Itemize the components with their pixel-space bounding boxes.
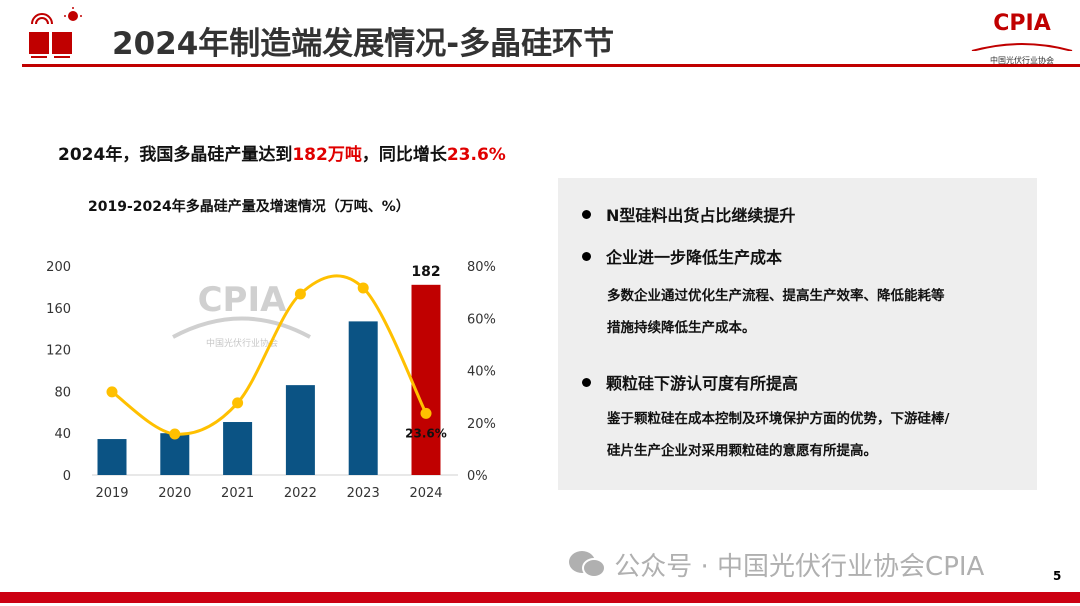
- y2-tick-label: 80%: [467, 260, 496, 275]
- growth-point-2020: [169, 428, 181, 440]
- bullet-dot-icon: [582, 210, 591, 219]
- header-divider: [22, 64, 1080, 67]
- bullet-line: 多数企业通过优化生产流程、提高生产效率、降低能耗等: [607, 288, 945, 304]
- watermark-subtitle: 中国光伏行业协会: [206, 337, 278, 349]
- bar-2021: [223, 422, 253, 475]
- bar-2022: [285, 385, 315, 475]
- y-tick-label: 120: [46, 344, 71, 359]
- bullet-2-text: 多数企业通过优化生产流程、提高生产效率、降低能耗等 措施持续降低生产成本。: [607, 280, 945, 344]
- x-tick-label: 2019: [95, 486, 128, 501]
- growth-point-2023: [357, 282, 369, 294]
- y2-tick-label: 20%: [467, 417, 496, 432]
- watermark-text: 公众号 · 中国光伏行业协会CPIA: [614, 552, 985, 582]
- x-tick-label: 2020: [158, 486, 191, 501]
- footer-watermark: 公众号 · 中国光伏行业协会CPIA: [568, 546, 984, 586]
- logo-arc-icon: [971, 43, 1073, 52]
- summary-middle: ，同比增长: [361, 145, 447, 165]
- bullet-1: N型硅料出货占比继续提升: [582, 202, 795, 226]
- y2-tick-label: 0%: [467, 469, 488, 484]
- summary-growth: 23.6%: [446, 145, 506, 165]
- summary-text: 2024年，我国多晶硅产量达到182万吨，同比增长23.6%: [58, 140, 506, 165]
- y-tick-label: 160: [46, 302, 71, 317]
- y-tick-label: 40: [54, 427, 71, 442]
- bullet-line: 硅片生产企业对采用颗粒硅的意愿有所提高。: [607, 443, 877, 459]
- x-tick-label: 2021: [221, 486, 254, 501]
- growth-point-2022: [294, 288, 306, 300]
- bullet-dot-icon: [582, 378, 591, 387]
- growth-point-2024: [420, 407, 432, 419]
- bullet-title: 颗粒硅下游认可度有所提高: [606, 374, 799, 393]
- page-title: 2024年制造端发展情况-多晶硅环节: [112, 26, 615, 62]
- bullet-2: 企业进一步降低生产成本: [582, 244, 782, 268]
- bullet-line: 鉴于颗粒硅在成本控制及环境保护方面的优势，下游硅棒/: [607, 411, 950, 427]
- bullet-title: 企业进一步降低生产成本: [606, 248, 783, 267]
- growth-point-2019: [106, 386, 118, 398]
- x-tick-label: 2022: [284, 486, 317, 501]
- cpia-logo: CPIA 中国光伏行业协会: [968, 8, 1076, 65]
- bar-2023: [348, 321, 378, 475]
- key-points-panel: N型硅料出货占比继续提升 企业进一步降低生产成本 多数企业通过优化生产流程、提高…: [558, 178, 1037, 490]
- production-chart: CPIA 中国光伏行业协会 0 40 80 120 160 200 0% 20% 40% 60% 8…: [46, 260, 496, 501]
- bullet-3-text: 鉴于颗粒硅在成本控制及环境保护方面的优势，下游硅棒/硅片生产企业对采用颗粒硅的意…: [607, 403, 949, 467]
- chart-title: 2019-2024年多晶硅产量及增速情况（万吨、%）: [88, 199, 410, 215]
- bar-2024: [411, 284, 441, 475]
- wechat-icon: [568, 549, 606, 586]
- y2-tick-label: 60%: [467, 312, 496, 327]
- bar-2020: [160, 433, 190, 475]
- bar-data-label: 182: [411, 264, 440, 280]
- logo-subtitle: 中国光伏行业协会: [990, 56, 1054, 65]
- y2-tick-label: 40%: [467, 365, 496, 380]
- watermark-text: CPIA: [198, 280, 288, 320]
- summary-value: 182万吨: [292, 145, 362, 165]
- logo-text: CPIA: [993, 11, 1051, 36]
- y-tick-label: 0: [63, 469, 71, 484]
- bullet-dot-icon: [582, 252, 591, 261]
- solar-panel-logo-icon: [26, 6, 86, 60]
- bullet-title: N型硅料出货占比继续提升: [606, 206, 796, 225]
- summary-prefix: 2024年，我国多晶硅产量达到: [58, 145, 293, 165]
- chart-watermark: CPIA 中国光伏行业协会: [172, 280, 311, 349]
- line-data-label: 23.6%: [405, 426, 447, 440]
- bullet-3: 颗粒硅下游认可度有所提高: [582, 370, 798, 394]
- bar-2019: [97, 439, 127, 475]
- y-tick-label: 80: [54, 385, 71, 400]
- x-tick-label: 2023: [347, 486, 380, 501]
- y-tick-label: 200: [46, 260, 71, 275]
- footer-bar: [0, 592, 1080, 603]
- growth-point-2021: [232, 397, 244, 409]
- x-tick-label: 2024: [409, 486, 442, 501]
- page-number: 5: [1053, 569, 1062, 583]
- bullet-line: 措施持续降低生产成本。: [607, 320, 756, 336]
